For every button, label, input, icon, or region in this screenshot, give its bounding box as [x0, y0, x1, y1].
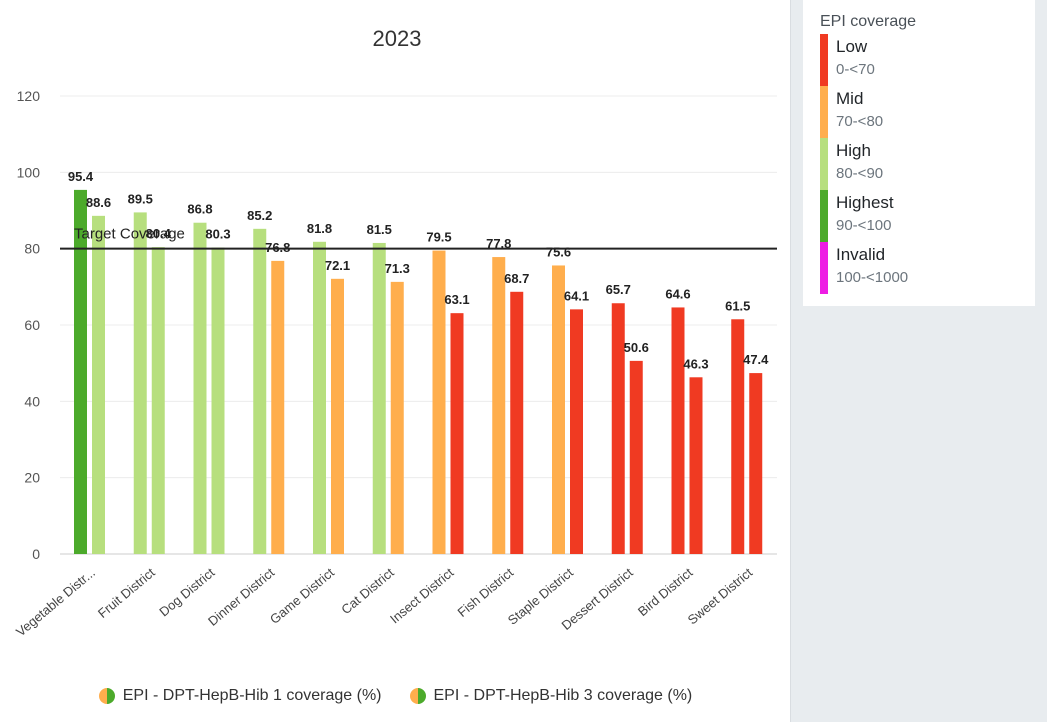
series-legend: EPI - DPT-HepB-Hib 1 coverage (%) EPI - …	[0, 683, 791, 709]
legend-item-low: Low 0-<70	[820, 34, 1035, 86]
series-1-icon	[98, 688, 115, 704]
series-1-label: EPI - DPT-HepB-Hib 1 coverage (%)	[122, 687, 382, 704]
coverage-legend: EPI coverage Low 0-<70 Mid 70-<80 High 80-<90…	[803, 0, 1035, 306]
data-label: 89.5	[128, 191, 153, 206]
bar-series-2[interactable]	[629, 360, 643, 554]
chart-title: 2023	[373, 26, 422, 51]
data-label: 68.7	[504, 271, 529, 286]
y-tick-label: 0	[32, 546, 40, 562]
legend-item-name: Highest	[836, 193, 894, 212]
legend-item-range: 70-<80	[836, 113, 884, 130]
x-tick-label: Fruit District	[95, 565, 158, 621]
legend-item-range: 0-<70	[836, 61, 875, 78]
data-label: 81.8	[307, 221, 332, 236]
bar-series-1[interactable]	[432, 250, 446, 554]
legend-item-name: High	[836, 141, 871, 160]
data-label: 85.2	[247, 208, 272, 223]
data-label: 80.3	[205, 227, 230, 242]
legend-item-range: 80-<90	[836, 165, 884, 182]
legend-swatch	[820, 138, 828, 190]
data-label: 77.8	[486, 236, 511, 251]
data-label: 63.1	[444, 292, 469, 307]
bar-chart: 2023 0 20 40 60 80 100 120 Target Coverage 95.…	[13, 26, 777, 640]
x-tick-label: Dog District	[156, 565, 217, 620]
legend-item-high: High 80-<90	[820, 138, 1035, 190]
bar-series-1[interactable]	[313, 241, 326, 554]
data-label: 72.1	[325, 258, 350, 273]
data-label: 79.5	[426, 230, 451, 245]
bar-series-1[interactable]	[193, 222, 207, 555]
chart-panel: 2023 0 20 40 60 80 100 120 Target Coverage 95.…	[0, 0, 791, 722]
data-label: 95.4	[68, 169, 94, 184]
bar-series-1[interactable]	[372, 242, 386, 555]
data-label: 64.6	[665, 286, 690, 301]
bar-series-2[interactable]	[749, 373, 763, 554]
bar-series-1[interactable]	[731, 319, 745, 554]
bar-series-1[interactable]	[133, 212, 147, 555]
bar-series-2[interactable]	[331, 278, 344, 554]
series-2-label: EPI - DPT-HepB-Hib 3 coverage (%)	[433, 687, 693, 704]
data-label: 47.4	[743, 352, 769, 367]
legend-item-mid: Mid 70-<80	[820, 86, 1035, 138]
right-panel: EPI coverage Low 0-<70 Mid 70-<80 High 80-<90…	[791, 0, 1047, 722]
x-tick-label: Sweet District	[685, 565, 756, 628]
y-tick-label: 60	[24, 317, 40, 333]
bar-series-2[interactable]	[450, 313, 464, 554]
data-label: 86.8	[187, 202, 212, 217]
bar-series-1[interactable]	[253, 228, 267, 554]
legend-item-highest: Highest 90-<100	[820, 190, 1035, 242]
bar-series-2[interactable]	[211, 247, 225, 554]
data-label: 80.4	[146, 226, 172, 241]
y-tick-label: 80	[24, 241, 40, 257]
series-2-icon	[409, 688, 426, 704]
data-label: 81.5	[367, 222, 392, 237]
x-tick-label: Bird District	[635, 565, 696, 619]
x-tick-label: Vegetable Distr...	[13, 565, 98, 640]
bar-series-2[interactable]	[510, 291, 524, 554]
y-tick-label: 20	[24, 470, 40, 486]
bar-series-1[interactable]	[492, 257, 506, 554]
bar-series-1[interactable]	[552, 265, 565, 554]
data-label: 50.6	[624, 340, 649, 355]
x-tick-label: Insect District	[387, 565, 457, 627]
bar-series-2[interactable]	[151, 247, 165, 554]
data-label: 71.3	[385, 261, 410, 276]
bar-series-1[interactable]	[611, 303, 625, 554]
legend-item-range: 90-<100	[836, 217, 892, 234]
legend-title: EPI coverage	[820, 13, 917, 30]
bar-series-1[interactable]	[74, 189, 87, 554]
x-tick-label: Game District	[267, 565, 337, 627]
legend-item-invalid: Invalid 100-<1000	[820, 242, 1035, 294]
target-label: Target Coverage	[74, 226, 185, 243]
bar-series-2[interactable]	[92, 215, 105, 555]
legend-item-name: Low	[836, 37, 868, 56]
legend-swatch	[820, 242, 828, 294]
bar-series-1[interactable]	[671, 307, 685, 554]
series-legend-entry-1[interactable]: EPI - DPT-HepB-Hib 1 coverage (%)	[98, 683, 382, 709]
legend-swatch	[820, 190, 828, 242]
legend-item-range: 100-<1000	[836, 269, 909, 286]
legend-item-name: Mid	[836, 89, 864, 108]
legend-swatch	[820, 86, 828, 138]
x-tick-label: Fish District	[455, 565, 517, 620]
data-label: 88.6	[86, 195, 111, 210]
x-tick-label: Dinner District	[205, 565, 277, 629]
legend-swatch	[820, 34, 828, 86]
data-label: 76.8	[265, 240, 290, 255]
data-label: 46.3	[683, 356, 708, 371]
bar-series-2[interactable]	[689, 377, 703, 554]
y-tick-label: 100	[17, 164, 41, 180]
bar-series-2[interactable]	[390, 281, 404, 554]
legend-item-name: Invalid	[836, 245, 886, 264]
data-label: 61.5	[725, 298, 750, 313]
bar-series-2[interactable]	[271, 260, 285, 554]
data-label: 75.6	[546, 244, 571, 259]
x-tick-label: Cat District	[338, 565, 397, 618]
data-label: 64.1	[564, 288, 589, 303]
bar-series-2[interactable]	[570, 309, 583, 554]
y-tick-label: 40	[24, 393, 40, 409]
series-legend-entry-2[interactable]: EPI - DPT-HepB-Hib 3 coverage (%)	[409, 683, 693, 709]
y-tick-label: 120	[17, 88, 41, 104]
data-label: 65.7	[606, 282, 631, 297]
